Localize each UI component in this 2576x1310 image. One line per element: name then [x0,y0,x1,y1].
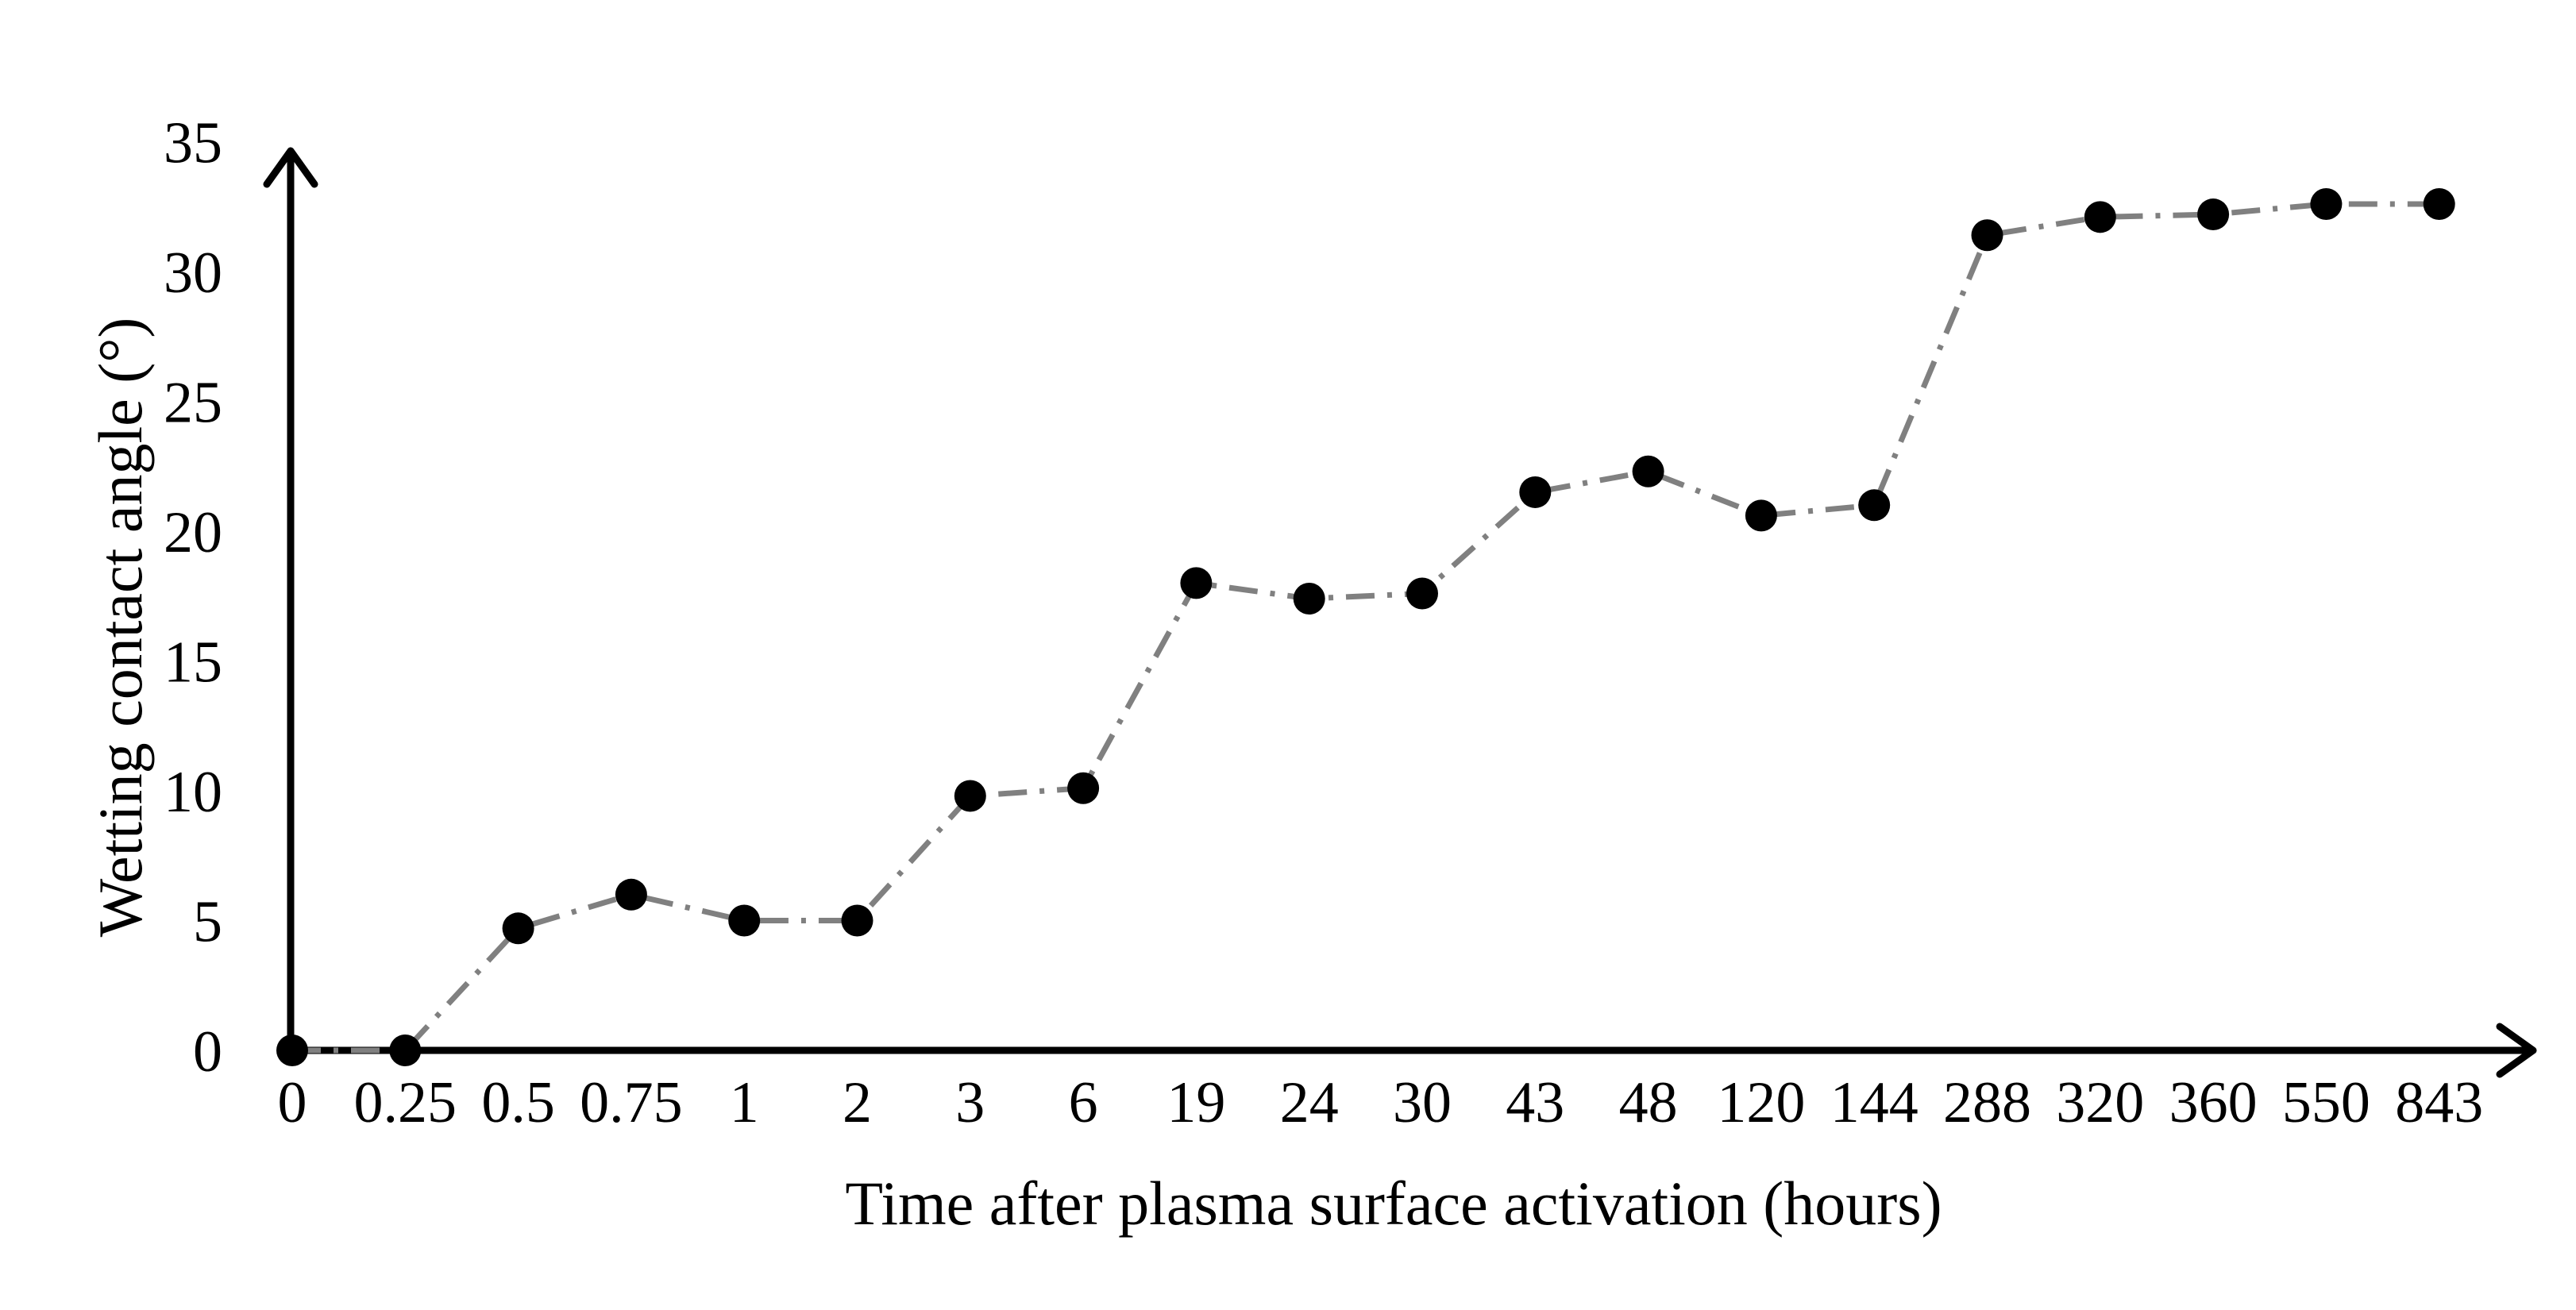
x-tick-labels: 0 0.25 0.5 0.75 1 2 3 6 19 24 30 43 48 120 144 288 320 36… [278,1070,2484,1135]
x-axis-arrowhead [2496,1023,2537,1078]
data-point [2423,187,2455,220]
data-point [389,1035,422,1066]
x-tick-label: 48 [1619,1070,1678,1135]
x-tick-label: 360 [2169,1070,2258,1135]
y-axis-title: Wetting contact angle (°) [86,318,155,938]
data-point [728,904,761,937]
x-tick-label: 3 [955,1070,985,1135]
y-tick-label: 30 [164,241,222,306]
x-tick-label: 0.75 [580,1070,683,1135]
x-tick-label: 0.25 [354,1070,457,1135]
data-point [1180,567,1213,599]
y-tick-labels: 0 5 10 15 20 25 30 35 [164,111,222,1085]
y-tick-label: 0 [193,1019,222,1085]
y-axis-arrowhead [263,147,318,188]
y-tick-label: 15 [164,630,222,695]
data-point [1067,772,1100,804]
x-tick-label: 0.5 [481,1070,555,1135]
x-tick-label: 30 [1393,1070,1452,1135]
x-tick-label: 550 [2282,1070,2370,1135]
x-tick-label: 43 [1506,1070,1564,1135]
x-tick-label: 24 [1280,1070,1339,1135]
y-tick-label: 35 [164,111,222,176]
y-tick-label: 25 [164,371,222,436]
data-point [2310,187,2343,220]
data-point [615,878,647,911]
x-tick-label: 6 [1069,1070,1098,1135]
x-tick-label: 320 [2056,1070,2144,1135]
x-tick-label: 288 [1943,1070,2031,1135]
data-point [1406,577,1438,610]
series-line [292,201,2439,1054]
x-tick-label: 843 [2395,1070,2483,1135]
x-axis-title: Time after plasma surface activation (ho… [845,1169,1942,1238]
data-point [1632,455,1664,487]
axes [263,147,2537,1078]
data-point [502,912,534,945]
data-point [276,1035,308,1066]
series-line-path [292,201,2439,1054]
y-tick-label: 5 [193,890,222,955]
x-tick-label: 19 [1167,1070,1225,1135]
data-point [954,780,986,812]
x-tick-label: 1 [730,1070,759,1135]
x-tick-label: 120 [1717,1070,1805,1135]
data-point [2084,201,2116,233]
data-point [1293,583,1325,615]
data-point [2197,198,2230,231]
data-point [1519,476,1552,508]
data-point [1745,499,1777,532]
data-points [276,187,2455,1066]
data-point [841,904,873,937]
x-tick-label: 0 [278,1070,307,1135]
y-tick-label: 10 [164,760,222,825]
x-tick-label: 144 [1830,1070,1919,1135]
x-tick-label: 2 [843,1070,872,1135]
data-point [1971,219,2003,252]
data-point [1858,489,1891,522]
y-tick-label: 20 [164,500,222,565]
